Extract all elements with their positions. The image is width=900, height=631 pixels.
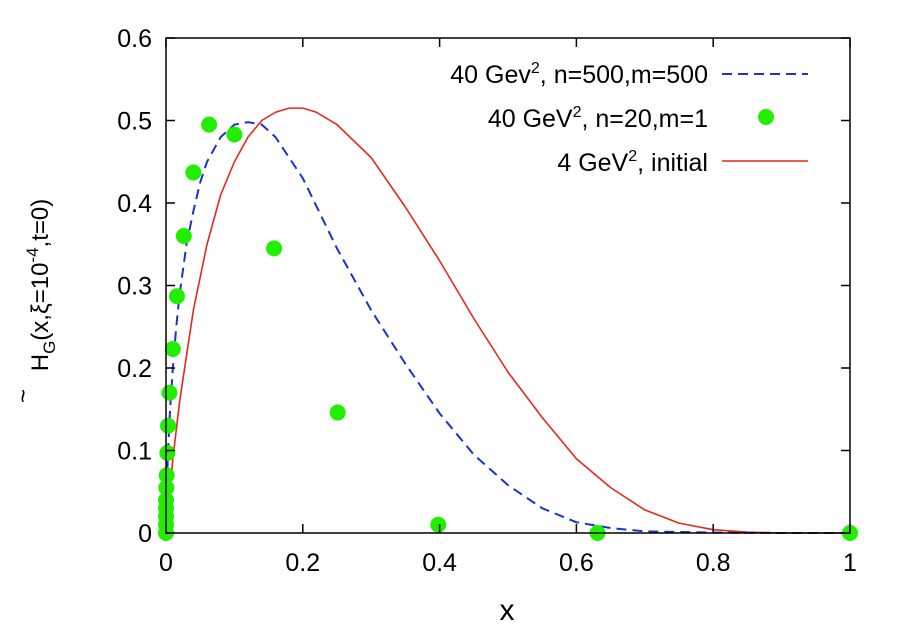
- legend-label-dashed: 40 Gev2, n=500,m=500: [450, 60, 708, 89]
- legend-entry-points: 40 GeV2, n=20,m=1: [488, 104, 774, 133]
- x-axis-title: x: [500, 594, 515, 627]
- x-tick-label: 1: [843, 549, 857, 577]
- y-tick-label: 0.6: [117, 25, 152, 53]
- legend-label-solid: 4 GeV2, initial: [557, 148, 708, 177]
- x-tick-label: 0.2: [285, 549, 320, 577]
- y-tick-label: 0.4: [117, 190, 152, 218]
- x-tick-label: 0.4: [422, 549, 457, 577]
- x-tick-label: 0.6: [559, 549, 594, 577]
- x-tick-label: 0.8: [696, 549, 731, 577]
- y-tick-label: 0.5: [117, 108, 152, 136]
- data-point: [159, 444, 176, 461]
- svg-text:HG(x,ξ=10-4,t=0): HG(x,ξ=10-4,t=0): [23, 199, 59, 372]
- y-tick-label: 0: [138, 520, 152, 548]
- axis-ticks: [165, 37, 851, 534]
- y-tick-labels: 0 0.1 0.2 0.3 0.4 0.5 0.6: [117, 25, 152, 548]
- data-point: [185, 164, 202, 181]
- series-line-solid: [165, 107, 850, 534]
- data-point: [329, 404, 346, 421]
- y-axis-title-main: H: [27, 354, 54, 371]
- y-tick-label: 0.3: [117, 273, 152, 301]
- y-axis-title-sub: G: [40, 341, 59, 354]
- data-point: [430, 516, 447, 533]
- legend-entry-solid: 4 GeV2, initial: [557, 148, 808, 177]
- plot-area: [158, 107, 858, 541]
- y-axis-title-args-b: ,t=0): [27, 199, 54, 248]
- data-point: [201, 116, 218, 133]
- x-tick-label: 0: [159, 549, 173, 577]
- y-tick-label: 0.1: [117, 438, 152, 466]
- legend-swatch-points: [758, 109, 774, 125]
- x-tick-labels: 0 0.2 0.4 0.6 0.8 1: [159, 549, 857, 577]
- series-points: [158, 116, 858, 541]
- data-point: [175, 228, 192, 244]
- data-point: [266, 240, 283, 257]
- y-tick-label: 0.2: [117, 355, 152, 383]
- y-axis-title-exp: -4: [23, 247, 42, 262]
- data-point: [226, 126, 243, 143]
- data-point: [164, 341, 181, 358]
- legend: 40 Gev2, n=500,m=500 40 GeV2, n=20,m=1 4…: [450, 60, 808, 177]
- legend-label-points: 40 GeV2, n=20,m=1: [488, 104, 708, 133]
- data-point: [168, 288, 185, 305]
- legend-entry-dashed: 40 Gev2, n=500,m=500: [450, 60, 808, 89]
- y-axis-title: HG(x,ξ=10-4,t=0) ~: [10, 199, 59, 403]
- data-point: [161, 384, 178, 401]
- y-axis-title-args-a: (x,ξ=10: [27, 263, 54, 341]
- data-point: [160, 417, 177, 434]
- series-line-dashed: [165, 121, 850, 534]
- y-axis-title-accent: ~: [10, 389, 37, 403]
